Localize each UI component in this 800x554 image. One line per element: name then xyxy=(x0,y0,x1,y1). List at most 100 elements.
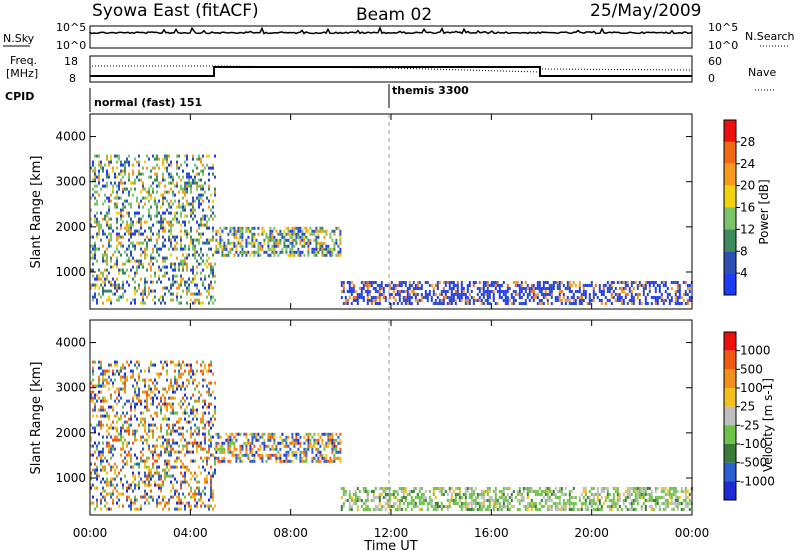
echo-cell xyxy=(344,490,347,493)
echo-cell xyxy=(644,493,647,496)
echo-cell xyxy=(227,232,230,236)
echo-cell xyxy=(126,280,128,284)
echo-cell xyxy=(142,378,144,382)
echo-cell xyxy=(186,411,188,415)
echo-cell xyxy=(116,489,118,493)
echo-cell xyxy=(398,296,401,299)
echo-cell xyxy=(162,217,164,221)
echo-cell xyxy=(200,369,202,373)
echo-cell xyxy=(190,208,192,212)
echo-cell xyxy=(390,493,393,496)
echo-cell xyxy=(200,393,202,397)
echo-cell xyxy=(392,296,395,299)
echo-cell xyxy=(648,496,651,499)
echo-cell xyxy=(271,435,274,439)
echo-cell xyxy=(356,508,359,511)
echo-cell xyxy=(180,432,182,436)
echo-cell xyxy=(640,496,643,499)
echo-cell xyxy=(466,284,469,287)
echo-cell xyxy=(98,193,100,197)
echo-cell xyxy=(233,226,236,230)
echo-cell xyxy=(92,298,94,302)
echo-cell xyxy=(239,250,242,254)
echo-cell xyxy=(184,190,186,194)
echo-cell xyxy=(120,417,122,421)
echo-cell xyxy=(418,287,421,290)
echo-cell xyxy=(516,508,519,511)
echo-cell xyxy=(327,459,330,463)
echo-cell xyxy=(656,296,659,299)
echo-cell xyxy=(526,296,529,299)
echo-cell xyxy=(374,296,377,299)
echo-cell xyxy=(98,247,100,251)
echo-cell xyxy=(478,502,481,505)
echo-cell xyxy=(134,271,136,275)
echo-cell xyxy=(168,459,170,463)
echo-cell xyxy=(180,384,182,388)
echo-cell xyxy=(214,250,216,254)
echo-cell xyxy=(650,281,653,284)
echo-cell xyxy=(612,493,615,496)
echo-cell xyxy=(486,487,489,490)
echo-cell xyxy=(174,193,176,197)
echo-cell xyxy=(594,493,597,496)
echo-cell xyxy=(146,492,148,496)
echo-cell xyxy=(360,499,363,502)
echo-cell xyxy=(674,505,677,508)
echo-cell xyxy=(510,302,513,305)
echo-cell xyxy=(204,426,206,430)
echo-cell xyxy=(305,235,308,239)
echo-cell xyxy=(148,429,150,433)
echo-cell xyxy=(462,290,465,293)
echo-cell xyxy=(126,157,128,161)
echo-cell xyxy=(470,499,473,502)
echo-cell xyxy=(172,292,174,296)
echo-cell xyxy=(108,175,110,179)
echo-cell xyxy=(176,217,178,221)
echo-cell xyxy=(208,166,210,170)
echo-cell xyxy=(106,259,108,263)
echo-cell xyxy=(128,256,130,260)
echo-cell xyxy=(400,496,403,499)
echo-cell xyxy=(506,487,509,490)
cpid-label: CPID xyxy=(5,90,34,103)
echo-cell xyxy=(118,438,120,442)
echo-cell xyxy=(219,238,222,242)
echo-cell xyxy=(295,441,298,445)
echo-cell xyxy=(96,235,98,239)
echo-cell xyxy=(512,296,515,299)
echo-cell xyxy=(112,381,114,385)
echo-cell xyxy=(98,163,100,167)
echo-cell xyxy=(182,465,184,469)
echo-cell xyxy=(358,499,361,502)
echo-cell xyxy=(170,160,172,164)
colorbar-tick-label: 12 xyxy=(740,222,755,236)
echo-cell xyxy=(152,256,154,260)
echo-cell xyxy=(219,447,222,451)
echo-cell xyxy=(227,438,230,442)
echo-cell xyxy=(500,505,503,508)
echo-cell xyxy=(346,299,349,302)
echo-cell xyxy=(110,193,112,197)
echo-cell xyxy=(572,281,575,284)
echo-cell xyxy=(339,232,342,236)
echo-cell xyxy=(560,508,563,511)
echo-cell xyxy=(130,235,132,239)
echo-cell xyxy=(301,232,304,236)
echo-cell xyxy=(182,444,184,448)
echo-cell xyxy=(402,496,405,499)
echo-cell xyxy=(217,459,220,463)
echo-cell xyxy=(580,299,583,302)
echo-cell xyxy=(204,363,206,367)
echo-cell xyxy=(114,175,116,179)
echo-cell xyxy=(182,396,184,400)
echo-cell xyxy=(223,459,226,463)
echo-cell xyxy=(321,241,324,245)
echo-cell xyxy=(370,296,373,299)
echo-cell xyxy=(217,456,220,460)
echo-cell xyxy=(279,229,282,233)
echo-cell xyxy=(112,453,114,457)
echo-cell xyxy=(144,384,146,388)
echo-cell xyxy=(110,244,112,248)
echo-cell xyxy=(632,302,635,305)
